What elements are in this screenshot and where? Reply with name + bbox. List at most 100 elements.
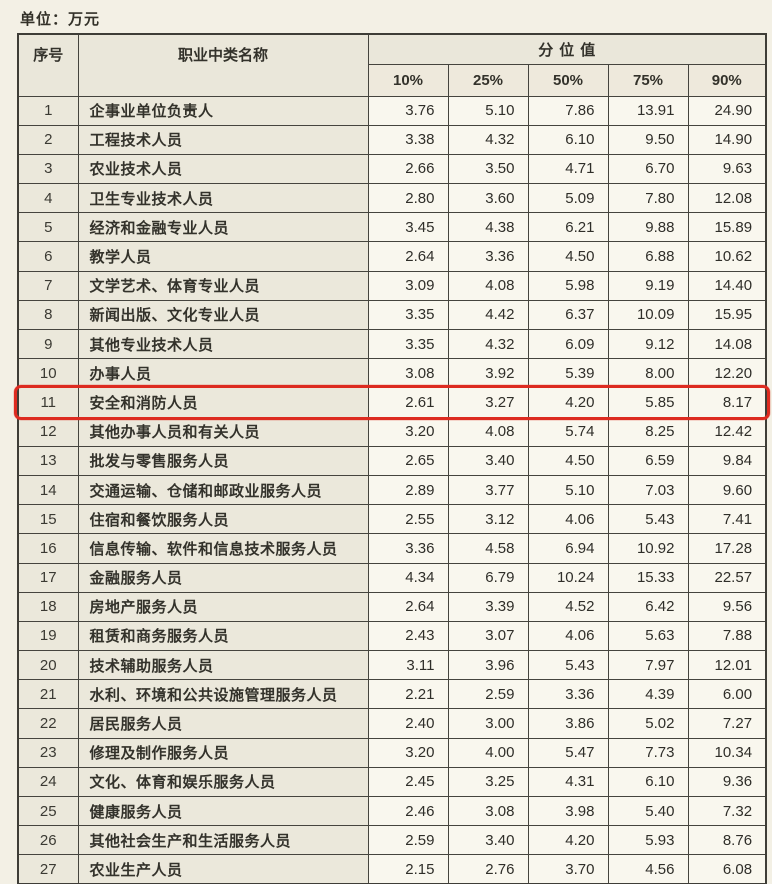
percentile-value: 4.42 — [447, 299, 529, 331]
percentile-value: 3.86 — [527, 708, 609, 739]
percentile-value: 4.58 — [447, 533, 529, 564]
percentile-value: 3.36 — [527, 679, 609, 710]
occupation-name: 卫生专业技术人员 — [77, 183, 369, 214]
row-number: 4 — [17, 183, 79, 214]
table-row: 24 文化、体育和娱乐服务人员 2.45 3.25 4.31 6.10 9.36 — [17, 766, 767, 798]
table-row: 17 金融服务人员 4.34 6.79 10.24 15.33 22.57 — [17, 562, 767, 593]
header-index: 序号 — [17, 33, 79, 97]
occupation-name: 修理及制作服务人员 — [77, 737, 369, 768]
percentile-value: 6.88 — [607, 241, 689, 272]
percentile-value: 3.36 — [367, 533, 449, 564]
percentile-value: 6.42 — [607, 591, 689, 622]
occupation-name: 交通运输、仓储和邮政业服务人员 — [77, 474, 369, 506]
percentile-value: 5.85 — [607, 387, 689, 418]
occupation-name: 其他社会生产和生活服务人员 — [77, 825, 369, 856]
table-row: 12 其他办事人员和有关人员 3.20 4.08 5.74 8.25 12.42 — [17, 416, 767, 447]
percentile-value: 3.92 — [447, 358, 529, 389]
occupation-name: 办事人员 — [77, 358, 369, 389]
percentile-value: 4.71 — [527, 153, 609, 185]
row-number: 5 — [17, 212, 79, 243]
percentile-value: 24.90 — [687, 95, 767, 126]
header-row-group: 序号 职业中类名称 分位值 — [17, 33, 767, 97]
percentile-value: 4.32 — [447, 124, 529, 155]
percentile-value: 10.62 — [687, 241, 767, 272]
percentile-value: 4.06 — [527, 504, 609, 535]
percentile-value: 3.11 — [367, 650, 449, 681]
percentile-value: 9.12 — [607, 328, 689, 360]
percentile-value: 5.47 — [527, 737, 609, 768]
occupation-name: 租赁和商务服务人员 — [77, 620, 369, 652]
percentile-value: 12.20 — [687, 358, 767, 389]
percentile-value: 5.98 — [527, 270, 609, 301]
row-number: 10 — [17, 358, 79, 389]
table-row: 18 房地产服务人员 2.64 3.39 4.52 6.42 9.56 — [17, 591, 767, 622]
table-row: 6 教学人员 2.64 3.36 4.50 6.88 10.62 — [17, 241, 767, 272]
table-row: 20 技术辅助服务人员 3.11 3.96 5.43 7.97 12.01 — [17, 650, 767, 681]
percentile-value: 3.40 — [447, 445, 529, 476]
percentile-value: 6.10 — [527, 124, 609, 155]
percentile-value: 4.52 — [527, 591, 609, 622]
wage-percentile-table: 序号 职业中类名称 分位值 10% 25% 50% 75% 90% 1 企事业单位负责人 3… — [17, 33, 768, 884]
percentile-value: 2.64 — [367, 591, 449, 622]
percentile-value: 4.00 — [447, 737, 529, 768]
row-number: 9 — [17, 328, 79, 360]
percentile-value: 3.35 — [367, 328, 449, 360]
percentile-value: 2.46 — [367, 795, 449, 827]
percentile-value: 5.02 — [607, 708, 689, 739]
percentile-header-50: 50% — [527, 63, 609, 97]
percentile-value: 2.59 — [367, 825, 449, 856]
percentile-value: 9.60 — [687, 474, 767, 506]
percentile-value: 4.31 — [527, 766, 609, 798]
percentile-value: 12.08 — [687, 183, 767, 214]
table-row: 9 其他专业技术人员 3.35 4.32 6.09 9.12 14.08 — [17, 328, 767, 360]
percentile-value: 5.10 — [447, 95, 529, 126]
percentile-value: 4.39 — [607, 679, 689, 710]
row-number: 17 — [17, 562, 79, 593]
table-row: 15 住宿和餐饮服务人员 2.55 3.12 4.06 5.43 7.41 — [17, 504, 767, 535]
percentile-value: 5.93 — [607, 825, 689, 856]
table-row: 8 新闻出版、文化专业人员 3.35 4.42 6.37 10.09 15.95 — [17, 299, 767, 331]
row-number: 21 — [17, 679, 79, 710]
percentile-header-10: 10% — [367, 63, 449, 97]
occupation-name: 农业技术人员 — [77, 153, 369, 185]
percentile-value: 3.20 — [367, 416, 449, 447]
percentile-value: 3.25 — [447, 766, 529, 798]
percentile-value: 4.32 — [447, 328, 529, 360]
percentile-value: 6.09 — [527, 328, 609, 360]
percentile-value: 6.70 — [607, 153, 689, 185]
row-number: 25 — [17, 795, 79, 827]
table-row: 5 经济和金融专业人员 3.45 4.38 6.21 9.88 15.89 — [17, 212, 767, 243]
percentile-value: 3.40 — [447, 825, 529, 856]
percentile-value: 4.34 — [367, 562, 449, 593]
percentile-value: 5.43 — [527, 650, 609, 681]
occupation-name: 农业生产人员 — [77, 854, 369, 884]
percentile-header-row: 10% 25% 50% 75% 90% — [18, 63, 767, 97]
percentile-value: 6.08 — [687, 854, 767, 884]
table-row: 23 修理及制作服务人员 3.20 4.00 5.47 7.73 10.34 — [17, 737, 767, 768]
percentile-value: 17.28 — [687, 533, 767, 564]
occupation-name: 教学人员 — [77, 241, 369, 272]
row-number: 18 — [17, 591, 79, 622]
percentile-value: 4.20 — [527, 825, 609, 856]
row-number: 26 — [17, 825, 79, 856]
table-row: 16 信息传输、软件和信息技术服务人员 3.36 4.58 6.94 10.92 17.28 — [17, 533, 767, 564]
percentile-value: 2.64 — [367, 241, 449, 272]
row-number: 16 — [17, 533, 79, 564]
row-number: 12 — [17, 416, 79, 447]
occupation-name: 住宿和餐饮服务人员 — [77, 504, 369, 535]
percentile-value: 4.08 — [447, 270, 529, 301]
occupation-name: 技术辅助服务人员 — [77, 650, 369, 681]
percentile-value: 2.59 — [447, 679, 529, 710]
occupation-name: 文化、体育和娱乐服务人员 — [77, 766, 369, 798]
percentile-value: 4.50 — [527, 445, 609, 476]
percentile-value: 2.40 — [367, 708, 449, 739]
row-number: 3 — [17, 153, 79, 185]
percentile-value: 15.95 — [687, 299, 767, 331]
percentile-value: 7.41 — [687, 504, 767, 535]
percentile-value: 3.08 — [367, 358, 449, 389]
percentile-value: 7.88 — [687, 620, 767, 652]
percentile-value: 6.00 — [687, 679, 767, 710]
percentile-value: 3.07 — [447, 620, 529, 652]
percentile-value: 2.15 — [367, 854, 449, 884]
unit-label: 单位：万元 — [20, 11, 101, 28]
